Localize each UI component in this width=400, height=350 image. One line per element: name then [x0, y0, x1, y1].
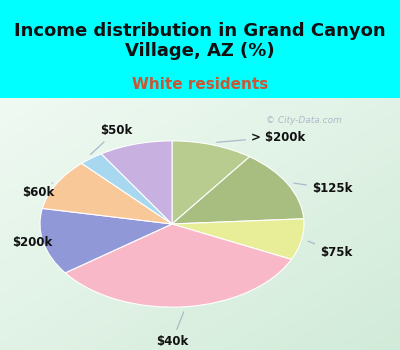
Wedge shape: [40, 208, 172, 273]
Text: White residents: White residents: [132, 77, 268, 92]
Wedge shape: [172, 157, 304, 224]
Text: > $200k: > $200k: [217, 131, 305, 144]
Wedge shape: [82, 154, 172, 224]
Text: $125k: $125k: [294, 182, 352, 195]
Text: $75k: $75k: [308, 241, 352, 259]
Text: Income distribution in Grand Canyon
Village, AZ (%): Income distribution in Grand Canyon Vill…: [14, 22, 386, 60]
Wedge shape: [65, 224, 292, 307]
Wedge shape: [172, 141, 250, 224]
Wedge shape: [172, 219, 304, 259]
Wedge shape: [42, 163, 172, 224]
Text: $200k: $200k: [12, 236, 52, 250]
Text: © City-Data.com: © City-Data.com: [266, 116, 342, 125]
Text: $60k: $60k: [22, 183, 54, 199]
Wedge shape: [101, 141, 172, 224]
Text: $40k: $40k: [156, 312, 188, 348]
Text: $50k: $50k: [91, 124, 132, 154]
